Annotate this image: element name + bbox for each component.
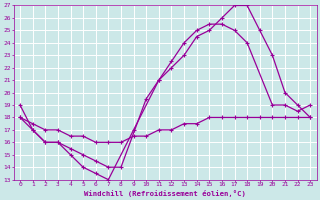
X-axis label: Windchill (Refroidissement éolien,°C): Windchill (Refroidissement éolien,°C) xyxy=(84,190,246,197)
